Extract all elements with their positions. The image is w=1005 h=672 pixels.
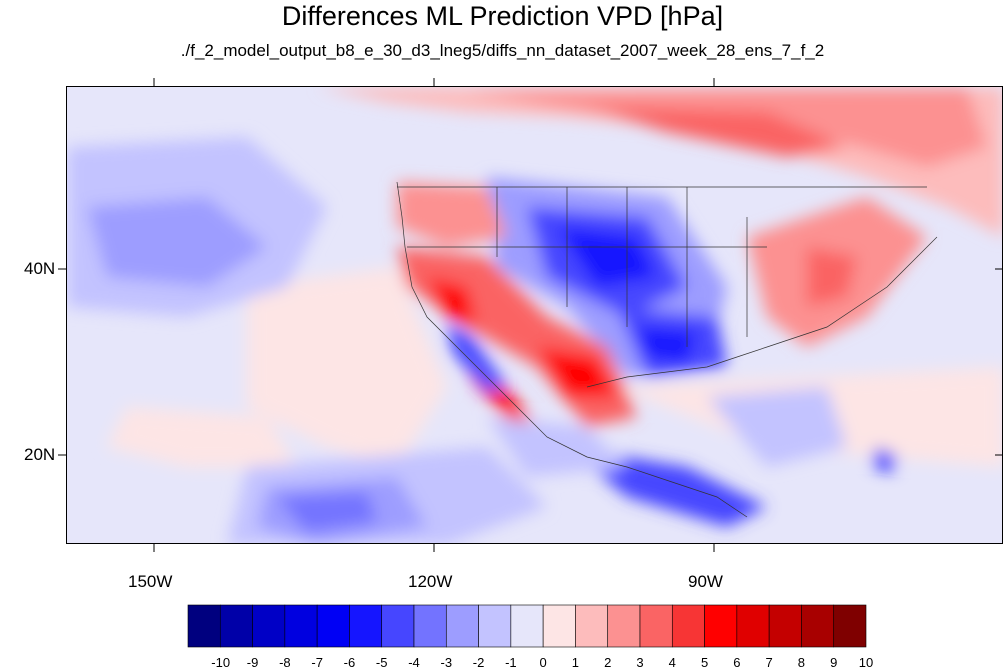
colorbar-swatch <box>413 604 447 648</box>
colorbar-swatch <box>219 604 253 648</box>
map-title: Differences ML Prediction VPD [hPa] <box>281 1 724 31</box>
colorbar-swatch <box>801 604 835 648</box>
colorbar-swatch <box>736 604 770 648</box>
colorbar-swatch <box>542 604 576 648</box>
colorbar-swatch <box>768 604 802 648</box>
map-panel <box>66 86 1003 544</box>
colorbar-label: 8 <box>797 655 806 670</box>
colorbar-swatch <box>510 604 544 648</box>
colorbar-label: -4 <box>408 655 420 670</box>
colorbar-label: 1 <box>571 655 580 670</box>
colorbar-swatch <box>445 604 479 648</box>
colorbar-swatch <box>607 604 641 648</box>
colorbar-swatch <box>671 604 705 648</box>
lat-label-40n: 40N <box>24 259 56 278</box>
colorbar-swatch <box>252 604 286 648</box>
colorbar-swatch <box>349 604 383 648</box>
colorbar-label: -2 <box>472 655 485 670</box>
lat-label-20n: 20N <box>24 445 56 464</box>
colorbar-swatch <box>478 604 512 648</box>
vpd-difference-field <box>67 87 1002 543</box>
colorbar-label: -7 <box>311 655 323 670</box>
colorbar-swatch <box>316 604 350 648</box>
colorbar-swatch <box>381 604 415 648</box>
colorbar-label: -10 <box>211 655 231 670</box>
colorbar-label: 4 <box>668 655 676 670</box>
colorbar-swatch <box>833 604 867 648</box>
colorbar-label: 10 <box>858 655 874 670</box>
colorbar-label: 6 <box>733 655 741 670</box>
lon-label-150w: 150W <box>128 572 173 591</box>
colorbar-swatch <box>187 604 221 648</box>
colorbar-swatch <box>284 604 318 648</box>
colorbar-label: 3 <box>636 655 644 670</box>
colorbar-label: 7 <box>765 655 773 670</box>
colorbar-swatch <box>575 604 609 648</box>
lon-label-90w: 90W <box>688 572 723 591</box>
colorbar-label: -6 <box>343 655 356 670</box>
colorbar-swatch <box>639 604 673 648</box>
colorbar-label: -8 <box>279 655 291 670</box>
colorbar-label: -1 <box>505 655 517 670</box>
coastlines <box>396 181 938 518</box>
colorbar-label: 9 <box>830 655 838 670</box>
colorbar-label: -3 <box>440 655 453 670</box>
colorbar-label: -5 <box>375 655 388 670</box>
colorbar-swatch <box>704 604 738 648</box>
map-subtitle: ./f_2_model_output_b8_e_30_d3_lneg5/diff… <box>180 41 825 60</box>
lon-label-120w: 120W <box>408 572 453 591</box>
colorbar-label: 0 <box>539 655 547 670</box>
colorbar-label: 5 <box>700 655 709 670</box>
colorbar-label: -9 <box>246 655 259 670</box>
colorbar-label: 2 <box>604 655 612 670</box>
